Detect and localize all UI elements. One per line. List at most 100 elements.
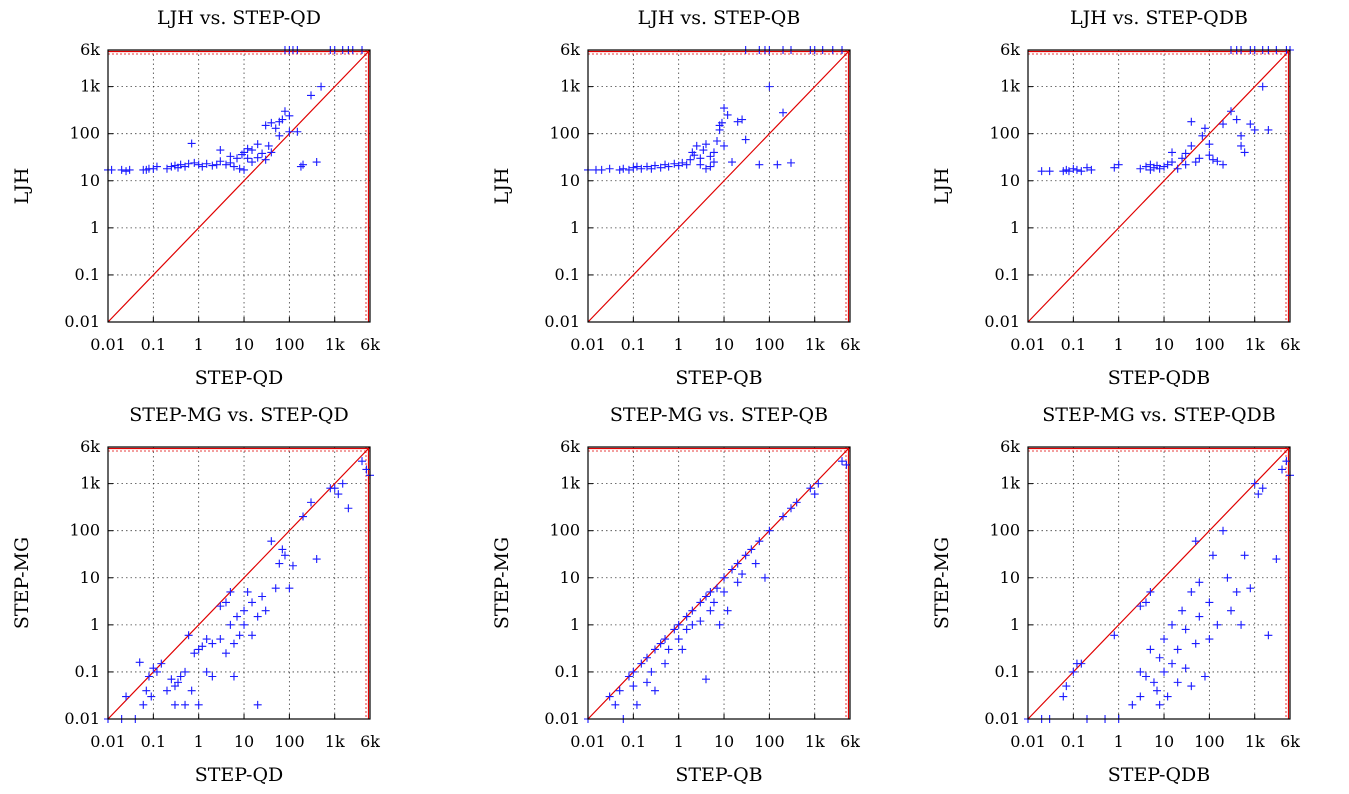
chart-5-xtick-5: 1k: [805, 732, 825, 751]
chart-1-point-9: [152, 162, 161, 171]
chart-4-plot-frame: [107, 446, 371, 720]
chart-5-xtick-4: 100: [754, 732, 785, 751]
chart-1-xtick-5: 1k: [325, 335, 345, 354]
chart-6-ytick-4: 100: [989, 521, 1020, 540]
chart-1-diagonal-line: [107, 49, 371, 323]
chart-1-point-53: [285, 127, 294, 136]
chart-2-point-9: [637, 164, 646, 173]
chart-6-point-37: [1191, 537, 1200, 546]
chart-6-point-25: [1160, 667, 1169, 676]
chart-4-xlabel: STEP-QD: [195, 764, 284, 786]
chart-6-point-30: [1173, 678, 1182, 687]
chart-6-point-24: [1160, 635, 1169, 644]
chart-2-point-25: [696, 154, 705, 163]
chart-5-point-55: [838, 457, 847, 466]
chart-6-point-46: [1223, 573, 1232, 582]
chart-5-point-1: [605, 692, 614, 701]
chart-4-point-55: [288, 561, 297, 570]
chart-4-point-2: [122, 692, 131, 701]
chart-2-diagonal-line: [587, 49, 851, 323]
chart-1-xlabel: STEP-QD: [195, 367, 284, 389]
chart-5-point-12: [647, 667, 656, 676]
chart-4-ytick-0: 0.01: [64, 709, 100, 728]
chart-3-point-1: [1045, 167, 1054, 176]
chart-5-point-50: [787, 504, 796, 513]
chart-4-point-30: [216, 602, 225, 611]
chart-4-point-41: [240, 620, 249, 629]
chart-1-point-2: [117, 165, 126, 174]
chart-2-point-36: [717, 118, 726, 127]
chart-3-point-9: [1087, 165, 1096, 174]
chart-3-point-26: [1181, 149, 1190, 158]
chart-2-xlabel: STEP-QB: [675, 367, 762, 389]
chart-1-point-30: [233, 154, 242, 163]
chart-panel-2: LJH vs. STEP-QB 0.01 0.01 0.1 0.1 1 1 10 10 100 10…: [480, 0, 910, 397]
chart-4-point-60: [330, 484, 339, 493]
chart-2-point-39: [723, 110, 732, 119]
chart-6-point-34: [1187, 587, 1196, 596]
chart-3-point-34: [1205, 140, 1214, 149]
chart-1-point-58: [312, 158, 321, 167]
chart-4-point-57: [307, 498, 316, 507]
chart-6-point-13: [1136, 602, 1145, 611]
chart-6-xtick-6: 6k: [1280, 732, 1300, 751]
chart-4-diagonal-line: [107, 446, 371, 720]
chart-6-point-3: [1059, 692, 1068, 701]
chart-1-point-49: [275, 131, 284, 140]
scatter-chart-1: LJH vs. STEP-QD 0.01 0.01 0.1 0.1 1 1 10 10 100 10…: [11, 7, 380, 389]
chart-panel-6: STEP-MG vs. STEP-QDB 0.01 0.01 0.1 0.1 1 1 10 10…: [920, 397, 1349, 794]
chart-3-point-5: [1069, 164, 1078, 173]
chart-2-point-22: [690, 151, 699, 160]
chart-5-point-40: [733, 559, 742, 568]
chart-5-point-45: [751, 559, 760, 568]
chart-1-ytick-3: 10: [80, 171, 100, 190]
chart-4-point-45: [253, 612, 262, 621]
chart-5-point-21: [674, 635, 683, 644]
chart-3-xtick-2: 1: [1114, 335, 1124, 354]
chart-1-point-29: [229, 162, 238, 171]
chart-3-point-46: [1258, 82, 1267, 91]
chart-6-ytick-6: 6k: [1000, 437, 1020, 456]
chart-2-point-47: [779, 108, 788, 117]
chart-5-point-20: [674, 620, 683, 629]
chart-2-point-46: [773, 160, 782, 169]
chart-6-xtick-5: 1k: [1245, 732, 1265, 751]
chart-1-point-28: [226, 152, 235, 161]
chart-6-point-58: [1282, 457, 1291, 466]
chart-3-point-11: [1114, 160, 1123, 169]
chart-3-ytick-1: 0.1: [995, 265, 1020, 284]
chart-4-point-4: [135, 658, 144, 667]
chart-1-plot-frame: [107, 49, 371, 323]
chart-5-point-19: [670, 625, 679, 634]
chart-3-point-37: [1219, 120, 1228, 129]
chart-1-ylabel: LJH: [11, 168, 33, 205]
chart-5-ytick-1: 0.1: [555, 662, 580, 681]
chart-3-point-39: [1227, 107, 1236, 116]
chart-2-point-16: [670, 159, 679, 168]
chart-2-point-37: [720, 104, 729, 113]
chart-1-point-50: [278, 115, 287, 124]
chart-6-point-28: [1168, 659, 1177, 668]
chart-2-ytick-0: 0.01: [544, 312, 580, 331]
chart-3-point-41: [1237, 131, 1246, 140]
chart-4-point-36: [229, 639, 238, 648]
chart-4-xtick-0: 0.01: [90, 732, 126, 751]
chart-4-point-7: [144, 672, 153, 681]
chart-4-point-6: [142, 686, 151, 695]
chart-1-point-43: [261, 121, 270, 130]
chart-6-ytick-0: 0.01: [984, 709, 1020, 728]
chart-4-xtick-6: 6k: [360, 732, 380, 751]
chart-4-point-43: [248, 598, 257, 607]
chart-5-xlabel: STEP-QB: [675, 764, 762, 786]
scatter-chart-4: STEP-MG vs. STEP-QD 0.01 0.01 0.1 0.1 1 1 10 10 1…: [11, 404, 380, 786]
chart-2-point-35: [715, 125, 724, 134]
chart-6-point-55: [1264, 631, 1273, 640]
chart-3-xlabel: STEP-QDB: [1108, 367, 1211, 389]
scatter-chart-3: LJH vs. STEP-QDB 0.01 0.01 0.1 0.1 1 1 10 10 100 1…: [931, 7, 1300, 389]
chart-3-point-29: [1191, 158, 1200, 167]
chart-5-point-36: [720, 573, 729, 582]
chart-5-point-33: [709, 598, 718, 607]
chart-1-point-35: [243, 154, 252, 163]
scatter-chart-2: LJH vs. STEP-QB 0.01 0.01 0.1 0.1 1 1 10 10 100 10…: [491, 7, 860, 389]
chart-3-xtick-3: 10: [1154, 335, 1174, 354]
